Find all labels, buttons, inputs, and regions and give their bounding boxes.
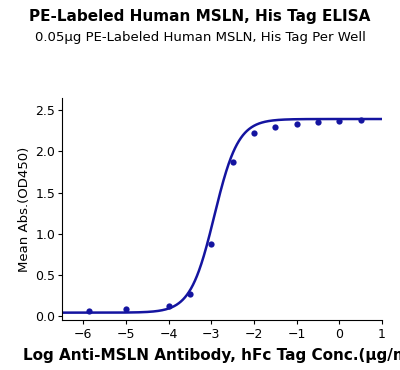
X-axis label: Log Anti-MSLN Antibody, hFc Tag Conc.(μg/ml): Log Anti-MSLN Antibody, hFc Tag Conc.(μg… <box>23 348 400 363</box>
Text: PE-Labeled Human MSLN, His Tag ELISA: PE-Labeled Human MSLN, His Tag ELISA <box>29 9 371 24</box>
Y-axis label: Mean Abs.(OD450): Mean Abs.(OD450) <box>18 147 31 272</box>
Text: 0.05μg PE-Labeled Human MSLN, His Tag Per Well: 0.05μg PE-Labeled Human MSLN, His Tag Pe… <box>34 31 366 44</box>
